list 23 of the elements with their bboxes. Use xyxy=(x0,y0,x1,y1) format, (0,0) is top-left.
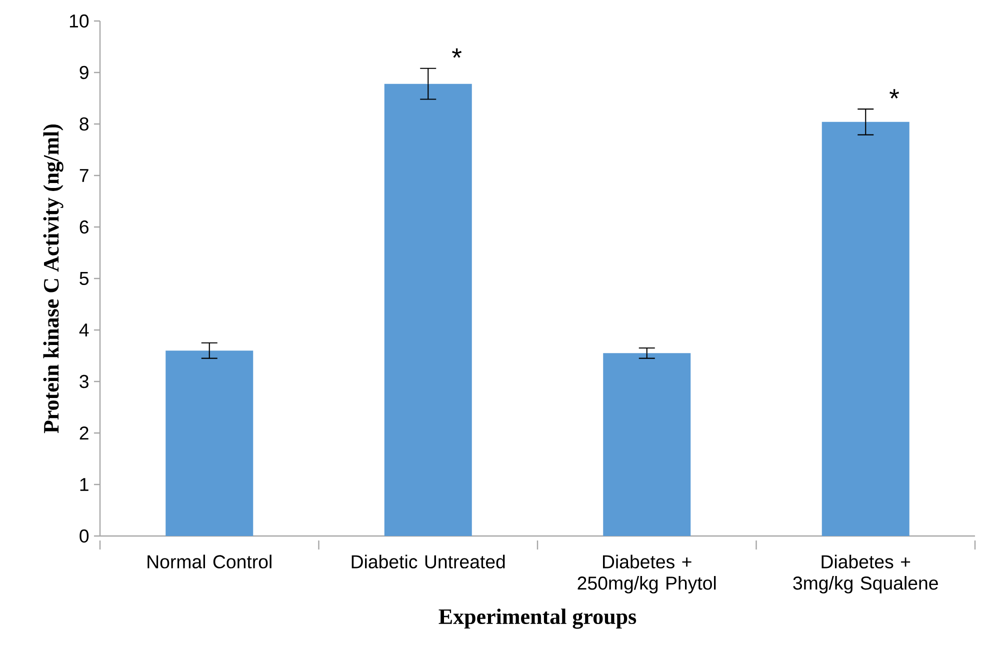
annotation: * xyxy=(890,89,900,98)
bar xyxy=(603,353,691,536)
bar xyxy=(384,84,472,536)
y-tick-label: 7 xyxy=(80,169,88,182)
y-tick-label: 9 xyxy=(80,66,88,80)
y-tick-label: 4 xyxy=(79,324,89,336)
x-tick-label: Normal Control xyxy=(148,554,272,568)
bar xyxy=(166,350,254,536)
y-tick-label: 10 xyxy=(70,14,89,28)
y-tick-label: 5 xyxy=(80,272,89,286)
y-tick-label: 8 xyxy=(80,117,88,131)
bar xyxy=(822,122,910,536)
annotation: * xyxy=(452,48,462,58)
y-tick-label: 6 xyxy=(80,220,88,234)
x-axis-title: Experimental groups xyxy=(438,608,636,629)
x-tick-label: Diabetic Untreated xyxy=(352,554,505,568)
y-tick-label: 0 xyxy=(80,529,89,543)
y-tick-label: 2 xyxy=(80,426,88,440)
y-tick-label: 1 xyxy=(80,478,88,491)
y-axis-title: Protein kinase C Activity (ng/ml) xyxy=(43,124,64,434)
y-tick-label: 3 xyxy=(80,374,88,388)
x-tick-label: Diabetes + 250mg/kg Phytol xyxy=(578,554,716,594)
x-tick-label: Diabetes + 3mg/kg Squalene xyxy=(793,554,938,594)
